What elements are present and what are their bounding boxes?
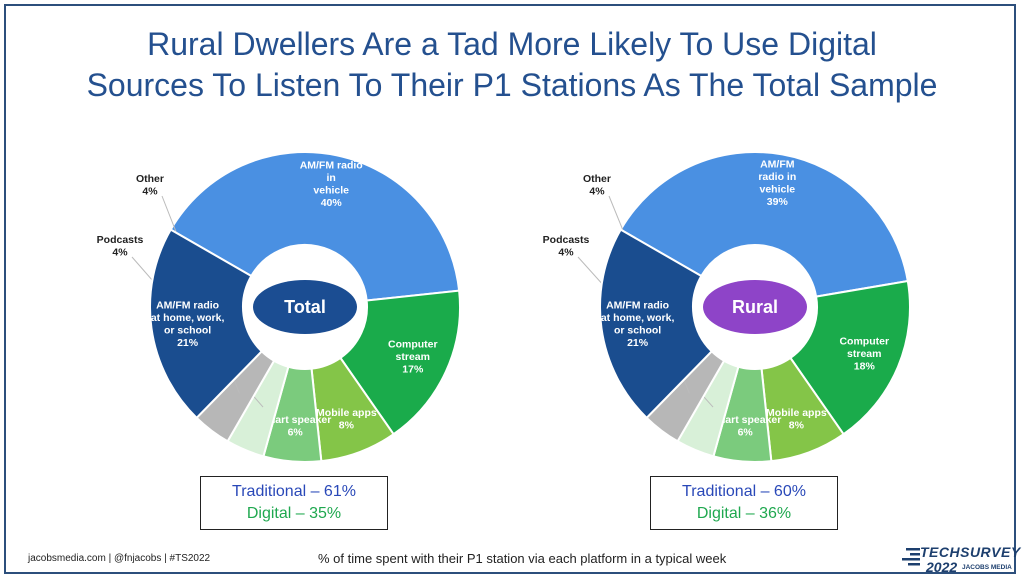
total-slice-am-fm-home xyxy=(149,228,264,420)
total-label-podcasts: Podcasts 4% xyxy=(97,234,144,259)
rural-slice-computer-stream xyxy=(789,279,911,436)
rural-slice-am-fm-vehicle xyxy=(619,151,909,298)
title-line-1: Rural Dwellers Are a Tad More Likely To … xyxy=(147,26,877,62)
rural-label-am-fm-home: AM/FM radio at home, work, or school 21% xyxy=(601,299,675,349)
rural-label-am-fm-vehicle: AM/FM radio in vehicle 39% xyxy=(758,159,796,209)
rural-traditional-text: Traditional – 60% xyxy=(682,483,806,500)
total-label-am-fm-home: AM/FM radio at home, work, or school 21% xyxy=(151,299,225,349)
rural-summary-box: Traditional – 60% Digital – 36% xyxy=(650,476,838,530)
techsurvey-logo: TECHSURVEY 2022 JACOBS MEDIA xyxy=(900,544,1020,575)
logo-brand: JACOBS MEDIA xyxy=(962,564,1012,571)
total-label-other: Other 4% xyxy=(136,173,164,198)
total-center-label: Total xyxy=(284,297,326,317)
total-donut: AM/FM radio in vehicle 40% Computer stream 17%… xyxy=(97,151,461,463)
rural-label-podcasts: Podcasts 4% xyxy=(543,234,590,259)
rural-label-mobile-apps: Mobile apps 8% xyxy=(766,407,827,432)
total-slice-computer-stream xyxy=(339,289,461,436)
total-center-badge xyxy=(253,280,357,334)
total-slice-am-fm-vehicle xyxy=(169,151,461,302)
total-summary-box: Traditional – 61% Digital – 35% xyxy=(200,476,388,530)
slide-frame xyxy=(4,4,1016,574)
total-label-smart-speaker: Smart speaker 6% xyxy=(259,414,331,439)
total-label-computer-stream: Computer stream 17% xyxy=(388,339,438,376)
rural-slice-am-fm-home xyxy=(599,228,714,420)
logo-wordmark: TECHSURVEY xyxy=(920,544,1021,560)
footer-caption: % of time spent with their P1 station vi… xyxy=(318,551,727,566)
total-label-mobile-apps: Mobile apps 8% xyxy=(316,407,377,432)
rural-label-smart-speaker: Smart speaker 6% xyxy=(709,414,781,439)
rural-digital-text: Digital – 36% xyxy=(696,505,792,522)
title-line-2: Sources To Listen To Their P1 Stations A… xyxy=(86,67,938,103)
slide-title: Rural Dwellers Are a Tad More Likely To … xyxy=(0,24,1024,106)
rural-center-badge xyxy=(703,280,807,334)
total-traditional-text: Traditional – 61% xyxy=(232,483,356,500)
logo-year: 2022 xyxy=(926,559,958,575)
rural-center-label: Rural xyxy=(732,297,778,317)
rural-donut: AM/FM radio in vehicle 39% Computer stream 18%… xyxy=(543,151,911,463)
rural-label-computer-stream: Computer stream 18% xyxy=(839,335,889,372)
logo-speed-lines-icon xyxy=(902,548,920,566)
footer-credits: jacobsmedia.com | @fnjacobs | #TS2022 xyxy=(28,553,211,564)
rural-label-other: Other 4% xyxy=(583,173,611,198)
total-digital-text: Digital – 35% xyxy=(246,505,342,522)
total-label-am-fm-vehicle: AM/FM radio in vehicle 40% xyxy=(300,159,363,209)
